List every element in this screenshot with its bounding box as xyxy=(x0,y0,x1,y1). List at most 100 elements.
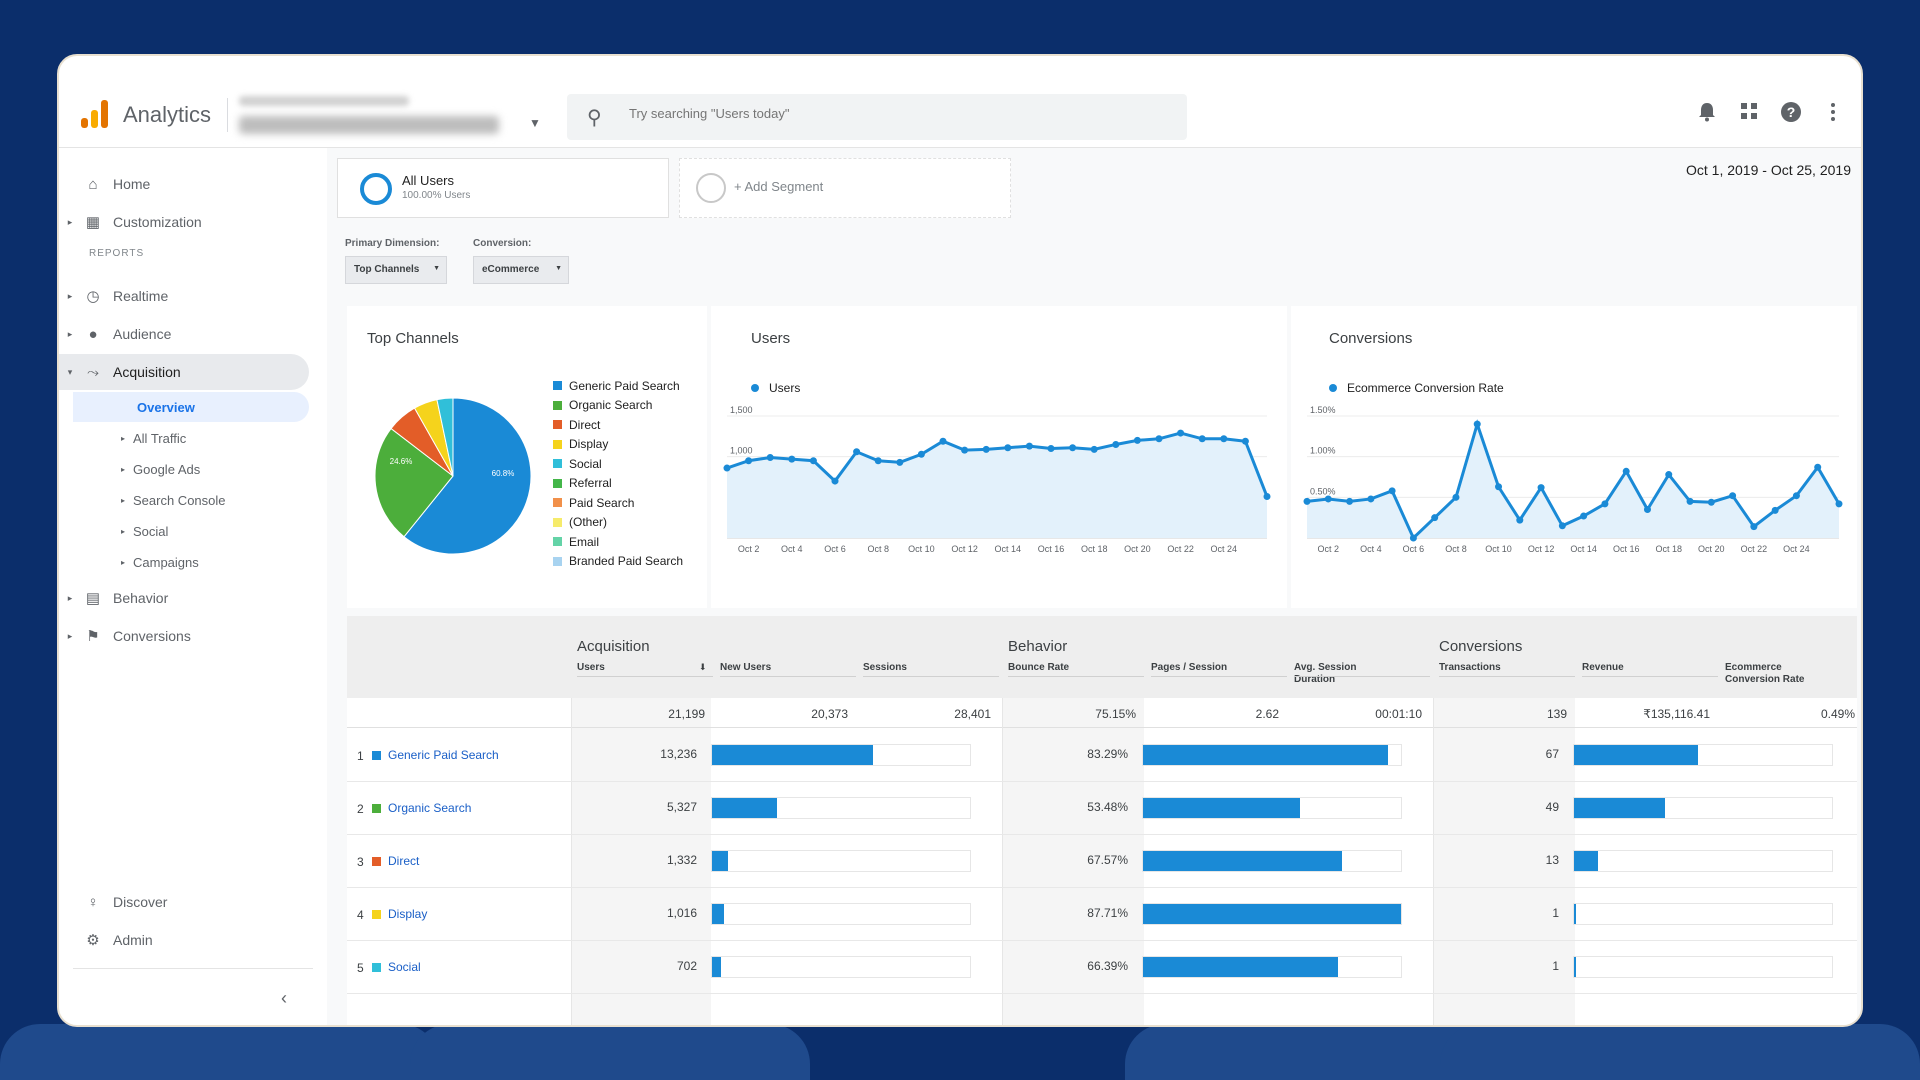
channel-link[interactable]: Display xyxy=(388,907,428,921)
sidebar-item-acquisition[interactable]: ▾ ⤳ Acquisition xyxy=(59,354,309,390)
data-point[interactable] xyxy=(1580,512,1588,520)
data-point[interactable] xyxy=(853,448,861,456)
more-vert-icon[interactable] xyxy=(1823,102,1843,128)
data-point[interactable] xyxy=(1303,497,1311,505)
data-point[interactable] xyxy=(1409,534,1417,542)
data-point[interactable] xyxy=(831,477,839,485)
sidebar-item-audience[interactable]: ▸ ● Audience xyxy=(59,316,309,352)
pie-slice[interactable] xyxy=(436,397,454,477)
sidebar-item-discover[interactable]: ♀ Discover xyxy=(59,884,309,920)
data-point[interactable] xyxy=(1622,467,1630,475)
data-point[interactable] xyxy=(961,446,969,454)
data-point[interactable] xyxy=(1558,522,1566,530)
channel-link[interactable]: Organic Search xyxy=(388,801,472,815)
data-point[interactable] xyxy=(809,457,817,465)
data-point[interactable] xyxy=(1814,463,1822,471)
data-point[interactable] xyxy=(1025,442,1033,450)
sidebar-item-campaigns[interactable]: ▸ Campaigns xyxy=(121,547,311,577)
pie-slice[interactable] xyxy=(374,427,454,538)
data-point[interactable] xyxy=(896,458,904,466)
data-point[interactable] xyxy=(1750,523,1758,531)
col-header-avg-session-duration[interactable]: Avg. Session Duration xyxy=(1294,662,1357,685)
data-point[interactable] xyxy=(1047,445,1055,453)
data-point[interactable] xyxy=(917,450,925,458)
data-point[interactable] xyxy=(1665,471,1673,479)
col-header-transactions[interactable]: Transactions xyxy=(1439,662,1501,673)
data-point[interactable] xyxy=(1473,420,1481,428)
data-point[interactable] xyxy=(1729,492,1737,500)
sidebar-item-behavior[interactable]: ▸ ▤ Behavior xyxy=(59,580,309,616)
data-point[interactable] xyxy=(1643,506,1651,514)
data-point[interactable] xyxy=(1112,440,1120,448)
data-point[interactable] xyxy=(1601,500,1609,508)
sidebar-item-customization[interactable]: ▸ ▦ Customization xyxy=(59,204,309,240)
bell-icon[interactable] xyxy=(1697,102,1717,128)
data-point[interactable] xyxy=(1388,487,1396,495)
data-point[interactable] xyxy=(1346,497,1354,505)
data-point[interactable] xyxy=(1198,435,1206,443)
add-segment-button[interactable]: + Add Segment xyxy=(679,158,1011,218)
help-icon[interactable]: ? xyxy=(1781,102,1801,128)
conversion-select[interactable]: eCommerce ▼ xyxy=(473,256,569,284)
sort-desc-icon[interactable]: ⬇ xyxy=(699,662,707,672)
data-point[interactable] xyxy=(766,453,774,461)
search-bar[interactable]: ⚲ xyxy=(567,94,1187,140)
collapse-sidebar-icon[interactable]: ‹ xyxy=(281,988,287,1008)
data-point[interactable] xyxy=(1452,493,1460,501)
date-range-picker[interactable]: Oct 1, 2019 - Oct 25, 2019 xyxy=(1686,162,1851,178)
sidebar-item-conversions[interactable]: ▸ ⚑ Conversions xyxy=(59,618,309,654)
col-header-conversion-rate[interactable]: Ecommerce Conversion Rate xyxy=(1725,662,1805,685)
data-point[interactable] xyxy=(939,437,947,445)
col-header-sessions[interactable]: Sessions xyxy=(863,662,907,673)
data-point[interactable] xyxy=(1367,495,1375,503)
data-point[interactable] xyxy=(1771,506,1779,514)
data-point[interactable] xyxy=(1133,436,1141,444)
data-point[interactable] xyxy=(874,457,882,465)
data-point[interactable] xyxy=(1324,495,1332,503)
data-point[interactable] xyxy=(1069,444,1077,452)
col-header-users[interactable]: Users xyxy=(577,662,605,673)
data-point[interactable] xyxy=(723,464,731,472)
data-point[interactable] xyxy=(982,445,990,453)
analytics-logo-icon[interactable] xyxy=(81,100,111,128)
channel-link[interactable]: Social xyxy=(388,960,421,974)
apps-grid-icon[interactable] xyxy=(1739,102,1759,128)
account-selector[interactable]: ▼ xyxy=(239,92,549,138)
sidebar-item-search-console[interactable]: ▸ Search Console xyxy=(121,485,311,515)
sidebar-item-admin[interactable]: ⚙ Admin xyxy=(59,922,309,958)
data-point[interactable] xyxy=(1241,437,1249,445)
data-point[interactable] xyxy=(1263,493,1271,501)
segment-all-users[interactable]: All Users 100.00% Users xyxy=(337,158,669,218)
data-point[interactable] xyxy=(1004,444,1012,452)
sidebar-item-social[interactable]: ▸ Social xyxy=(121,516,311,546)
pie-slice[interactable] xyxy=(403,397,532,555)
data-point[interactable] xyxy=(1090,445,1098,453)
data-point[interactable] xyxy=(1155,435,1163,443)
col-header-revenue[interactable]: Revenue xyxy=(1582,662,1624,673)
col-header-new-users[interactable]: New Users xyxy=(720,662,772,673)
data-point[interactable] xyxy=(788,455,796,463)
data-point[interactable] xyxy=(745,457,753,465)
data-point[interactable] xyxy=(1707,498,1715,506)
sidebar-item-realtime[interactable]: ▸ ◷ Realtime xyxy=(59,278,309,314)
col-header-pages-session[interactable]: Pages / Session xyxy=(1151,662,1228,673)
data-point[interactable] xyxy=(1220,435,1228,443)
data-point[interactable] xyxy=(1177,429,1185,437)
sidebar-item-home[interactable]: ⌂ Home xyxy=(59,166,309,202)
sidebar-item-google-ads[interactable]: ▸ Google Ads xyxy=(121,454,311,484)
col-header-bounce-rate[interactable]: Bounce Rate xyxy=(1008,662,1070,673)
primary-dimension-select[interactable]: Top Channels ▼ xyxy=(345,256,447,284)
sidebar-item-overview[interactable]: Overview xyxy=(73,392,309,422)
data-point[interactable] xyxy=(1686,497,1694,505)
data-point[interactable] xyxy=(1537,484,1545,492)
chevron-down-icon: ▼ xyxy=(555,265,562,272)
data-point[interactable] xyxy=(1516,516,1524,524)
channel-link[interactable]: Generic Paid Search xyxy=(388,748,499,762)
data-point[interactable] xyxy=(1495,483,1503,491)
sidebar-item-all-traffic[interactable]: ▸ All Traffic xyxy=(121,423,311,453)
channel-link[interactable]: Direct xyxy=(388,854,420,868)
data-point[interactable] xyxy=(1792,492,1800,500)
data-point[interactable] xyxy=(1431,514,1439,522)
data-point[interactable] xyxy=(1835,500,1843,508)
search-input[interactable] xyxy=(629,106,1149,121)
